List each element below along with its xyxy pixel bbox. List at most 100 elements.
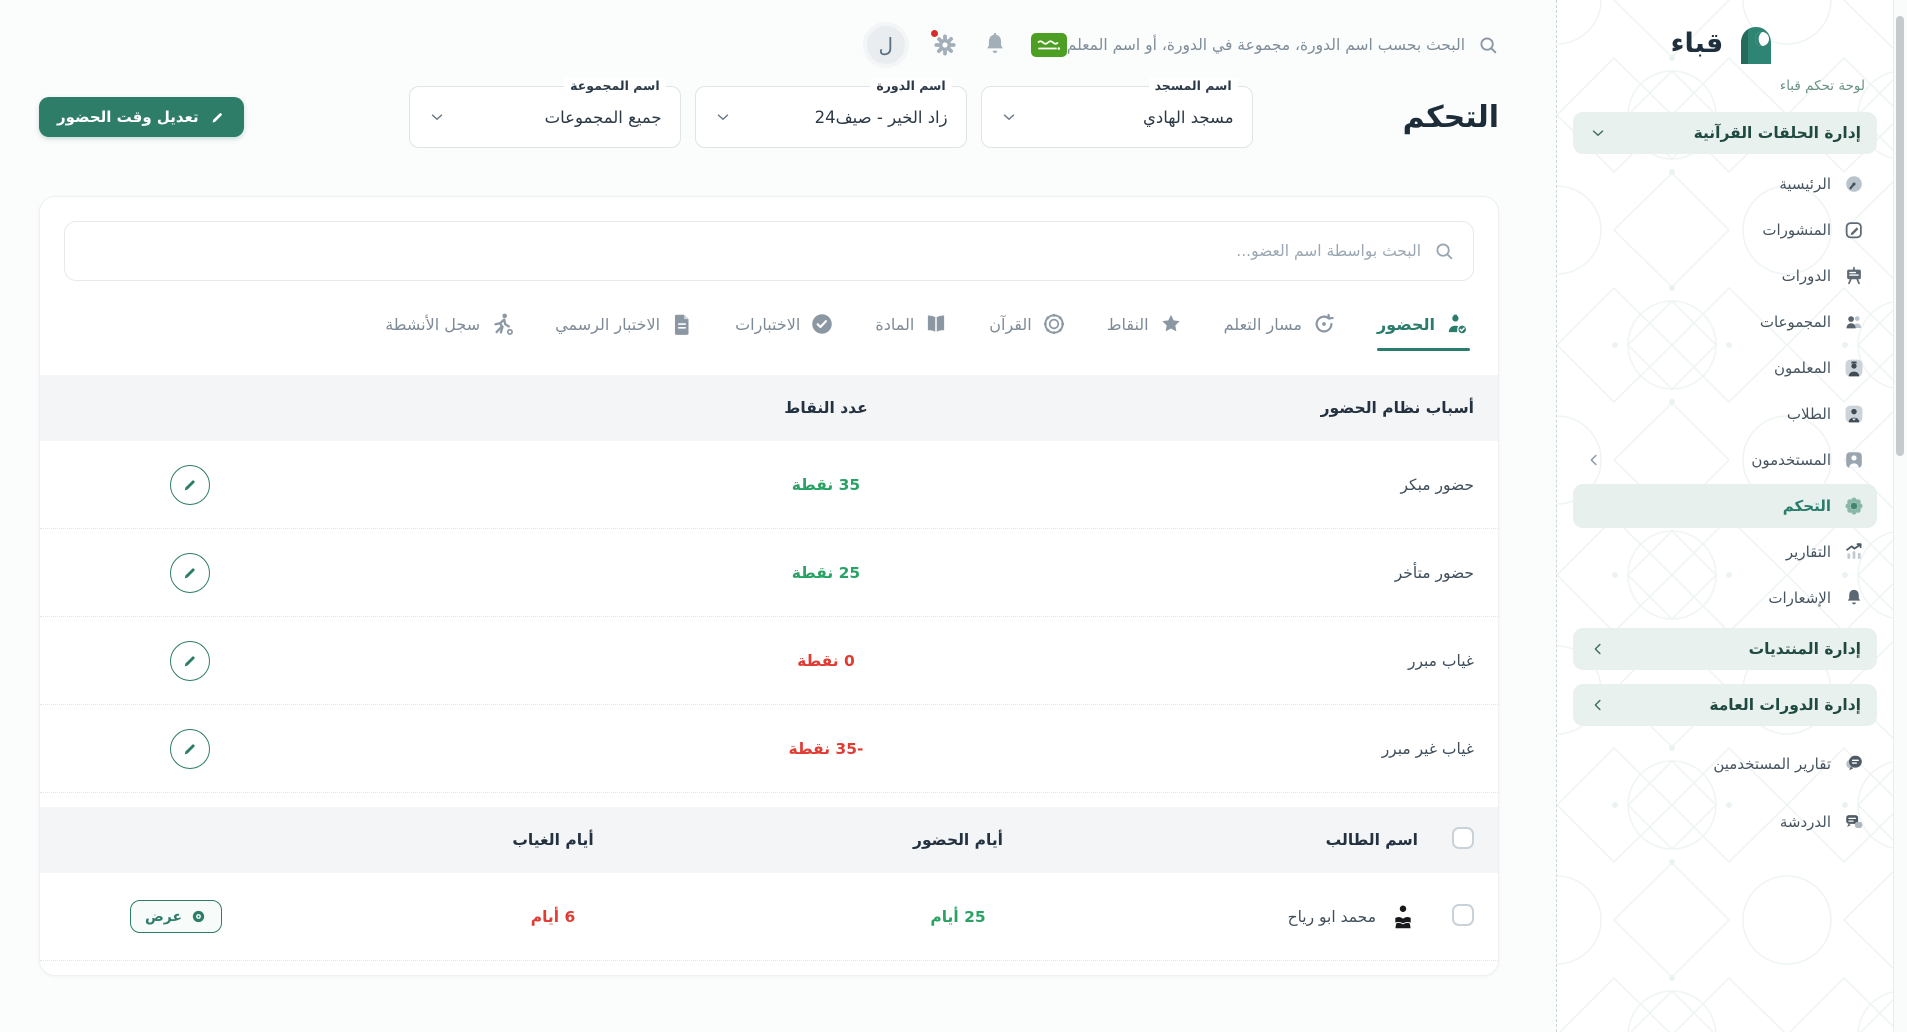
settings-button[interactable] xyxy=(928,28,959,59)
reason-column-header: أسباب نظام الحضور xyxy=(1320,399,1474,417)
filters: اسم المسجد مسجد الهادي اسم الدورة زاد ال… xyxy=(408,78,1253,148)
sidebar: قباء لوحة تحكم قباء إدارة الحلقات القرآن… xyxy=(1556,0,1893,1032)
sidebar-item-notifications[interactable]: الإشعارات xyxy=(1573,576,1877,620)
tab-activity-log[interactable]: سجل الأنشطة xyxy=(385,311,515,351)
sidebar-item-courses[interactable]: الدورات xyxy=(1573,254,1877,298)
mosque-select[interactable]: اسم المسجد مسجد الهادي xyxy=(980,78,1253,148)
mosque-select-label: اسم المسجد xyxy=(1148,78,1238,93)
chevron-left-icon xyxy=(1594,699,1601,711)
tab-tests[interactable]: الاختبارات xyxy=(735,311,835,351)
pencil-icon xyxy=(184,479,195,490)
search-icon xyxy=(1480,37,1497,54)
edit-row-button[interactable] xyxy=(170,464,210,505)
sidebar-item-groups[interactable]: المجموعات xyxy=(1573,300,1877,344)
quran-medallion-icon xyxy=(1043,313,1064,335)
student-reading-icon xyxy=(1394,905,1412,928)
tabs: الحضور مسار التعلم النقاط القرآن المادة xyxy=(64,311,1474,351)
sidebar-item-control[interactable]: التحكم xyxy=(1573,484,1877,528)
student-avatar-icon xyxy=(1845,405,1863,423)
edit-row-button[interactable] xyxy=(170,552,210,593)
chevron-down-icon xyxy=(431,114,442,120)
item-label: المنشورات xyxy=(1762,221,1831,239)
edit-attendance-time-button[interactable]: تعديل وقت الحضور xyxy=(39,97,244,137)
view-button-label: عرض xyxy=(144,908,183,925)
sidebar-section-quranic-circles[interactable]: إدارة الحلقات القرآنية xyxy=(1573,112,1877,154)
student-row: محمد ابو رياح 25 أيام 6 أيام عرض xyxy=(40,873,1498,961)
tab-material[interactable]: المادة xyxy=(875,311,949,351)
trend-chart-icon xyxy=(1846,543,1862,559)
view-student-button[interactable]: عرض xyxy=(129,900,223,933)
sidebar-item-users[interactable]: المستخدمون xyxy=(1573,438,1877,482)
chevron-down-icon xyxy=(1003,114,1014,120)
table-row: حضور مبكر 35 نقطة xyxy=(40,441,1498,529)
sidebar-item-user-reports[interactable]: تقارير المستخدمين xyxy=(1573,742,1877,786)
group-select[interactable]: اسم المجموعة جميع المجموعات xyxy=(408,78,681,148)
sidebar-item-home[interactable]: الرئيسية xyxy=(1573,162,1877,206)
sidebar-item-chat[interactable]: الدردشة xyxy=(1573,800,1877,844)
row-checkbox[interactable] xyxy=(1452,903,1474,926)
activity-runner-icon xyxy=(494,313,514,335)
item-label: المجموعات xyxy=(1759,313,1831,331)
item-label: الطلاب xyxy=(1786,405,1831,423)
quba-logo-icon xyxy=(1741,27,1772,64)
course-select-value: زاد الخير - صيف24 xyxy=(814,107,948,127)
language-flag-button[interactable] xyxy=(1030,33,1067,57)
students-table-header: اسم الطالب أيام الحضور أيام الغياب xyxy=(40,807,1498,873)
select-all-checkbox[interactable] xyxy=(1452,827,1474,849)
topbar: البحث بحسب اسم الدورة، مجموعة في الدورة،… xyxy=(39,0,1499,68)
check-circle-icon xyxy=(812,314,833,334)
avatar-letter: ل xyxy=(878,33,894,57)
sidebar-item-teachers[interactable]: المعلمون xyxy=(1573,346,1877,390)
item-label: المعلمون xyxy=(1773,359,1831,377)
tab-tests-label: الاختبارات xyxy=(735,314,801,334)
notifications-button[interactable] xyxy=(981,31,1009,59)
brand-name: قباء xyxy=(1670,27,1724,59)
tab-activity-log-label: سجل الأنشطة xyxy=(385,314,481,334)
reason-cell: حضور متأخر xyxy=(1394,563,1474,582)
bell-icon xyxy=(1847,589,1861,605)
student-name-header: اسم الطالب xyxy=(1325,831,1418,849)
group-select-label: اسم المجموعة xyxy=(564,78,666,93)
tab-quran[interactable]: القرآن xyxy=(989,311,1066,351)
course-select[interactable]: اسم الدورة زاد الخير - صيف24 xyxy=(694,78,967,148)
presentation-board-icon xyxy=(1847,266,1861,285)
global-search[interactable]: البحث بحسب اسم الدورة، مجموعة في الدورة،… xyxy=(1067,34,1499,56)
tab-learning-path-label: مسار التعلم xyxy=(1223,314,1302,334)
search-icon xyxy=(1436,243,1453,260)
edit-row-button[interactable] xyxy=(170,640,210,681)
item-label: الدورات xyxy=(1781,267,1831,285)
table-row: حضور متأخر 25 نقطة xyxy=(40,529,1498,617)
panel-label: لوحة تحكم قباء xyxy=(1779,78,1865,94)
tab-learning-path[interactable]: مسار التعلم xyxy=(1224,311,1337,351)
sidebar-item-reports[interactable]: التقارير xyxy=(1573,530,1877,574)
tab-quran-label: القرآن xyxy=(989,314,1032,334)
chevron-left-icon xyxy=(1594,643,1601,655)
scrollbar-thumb[interactable] xyxy=(1896,16,1904,456)
sidebar-item-publications[interactable]: المنشورات xyxy=(1573,208,1877,252)
tab-points-label: النقاط xyxy=(1106,314,1149,334)
points-column-header: عدد النقاط xyxy=(784,399,868,417)
tab-points[interactable]: النقاط xyxy=(1107,311,1184,351)
tab-official-test[interactable]: الاختبار الرسمي xyxy=(555,311,695,351)
points-cell: 25 نقطة xyxy=(791,563,861,582)
user-avatar[interactable]: ل xyxy=(862,22,909,68)
control-card: البحث بواسطة اسم العضو... الحضور مسار ال… xyxy=(39,196,1499,976)
pen-square-icon xyxy=(1845,222,1862,239)
item-label: الإشعارات xyxy=(1768,589,1831,607)
user-icon xyxy=(1846,452,1862,468)
sidebar-section-general-courses[interactable]: إدارة الدورات العامة xyxy=(1573,684,1877,726)
sidebar-section-forums[interactable]: إدارة المنتديات xyxy=(1573,628,1877,670)
sidebar-nav: إدارة الحلقات القرآنية الرئيسية المنشورا… xyxy=(1573,106,1877,844)
edit-attendance-time-label: تعديل وقت الحضور xyxy=(57,108,199,126)
brand[interactable]: قباء xyxy=(1573,20,1877,66)
sidebar-item-students[interactable]: الطلاب xyxy=(1573,392,1877,436)
tab-attendance[interactable]: الحضور xyxy=(1376,311,1471,351)
global-search-placeholder: البحث بحسب اسم الدورة، مجموعة في الدورة،… xyxy=(1066,36,1465,54)
tab-material-label: المادة xyxy=(875,314,915,334)
browser-scrollbar[interactable] xyxy=(1893,0,1907,1032)
edit-row-button[interactable] xyxy=(170,728,210,769)
student-name: محمد ابو رياح xyxy=(1287,907,1376,926)
item-label: المستخدمون xyxy=(1751,451,1831,469)
teacher-avatar-icon xyxy=(1845,359,1863,377)
member-search-input[interactable]: البحث بواسطة اسم العضو... xyxy=(64,221,1474,281)
